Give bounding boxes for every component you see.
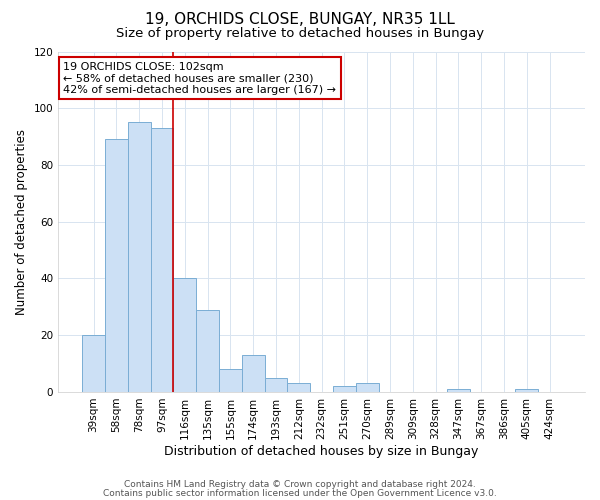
Bar xyxy=(196,310,219,392)
Bar xyxy=(105,140,128,392)
Bar xyxy=(82,335,105,392)
Bar xyxy=(128,122,151,392)
Text: 19, ORCHIDS CLOSE, BUNGAY, NR35 1LL: 19, ORCHIDS CLOSE, BUNGAY, NR35 1LL xyxy=(145,12,455,28)
Bar xyxy=(515,389,538,392)
Text: Contains public sector information licensed under the Open Government Licence v3: Contains public sector information licen… xyxy=(103,488,497,498)
Bar xyxy=(265,378,287,392)
X-axis label: Distribution of detached houses by size in Bungay: Distribution of detached houses by size … xyxy=(164,444,479,458)
Text: Contains HM Land Registry data © Crown copyright and database right 2024.: Contains HM Land Registry data © Crown c… xyxy=(124,480,476,489)
Bar xyxy=(287,384,310,392)
Bar xyxy=(151,128,173,392)
Y-axis label: Number of detached properties: Number of detached properties xyxy=(15,128,28,314)
Bar xyxy=(242,355,265,392)
Bar xyxy=(173,278,196,392)
Text: Size of property relative to detached houses in Bungay: Size of property relative to detached ho… xyxy=(116,28,484,40)
Text: 19 ORCHIDS CLOSE: 102sqm
← 58% of detached houses are smaller (230)
42% of semi-: 19 ORCHIDS CLOSE: 102sqm ← 58% of detach… xyxy=(64,62,337,95)
Bar xyxy=(447,389,470,392)
Bar xyxy=(219,370,242,392)
Bar xyxy=(356,384,379,392)
Bar xyxy=(333,386,356,392)
